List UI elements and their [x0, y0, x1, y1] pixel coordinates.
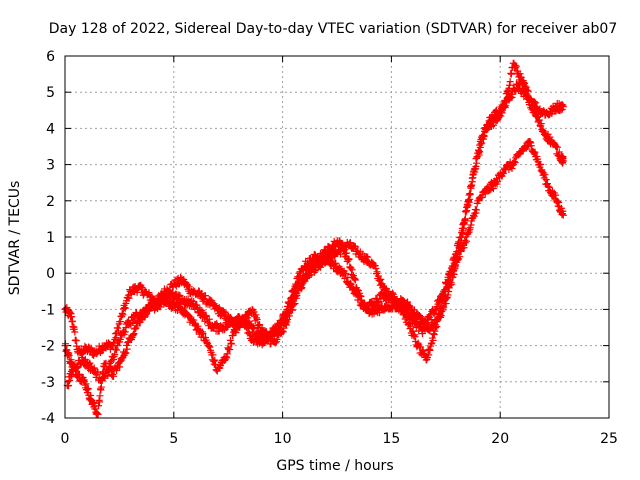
x-tick-label: 10 — [274, 431, 292, 447]
x-axis-label: GPS time / hours — [276, 458, 393, 474]
x-tick-label: 5 — [169, 431, 178, 447]
y-tick-label: -1 — [41, 302, 55, 318]
x-tick-label: 25 — [600, 431, 618, 447]
y-tick-label: 6 — [46, 49, 55, 65]
y-tick-label: 0 — [46, 266, 55, 282]
y-tick-label: 2 — [46, 194, 55, 210]
x-tick-label: 20 — [491, 431, 509, 447]
plot-frame — [64, 55, 610, 419]
y-tick-label: 3 — [46, 158, 55, 174]
y-tick-label: -2 — [41, 339, 55, 355]
y-tick-label: -3 — [41, 375, 55, 391]
x-tick-label: 0 — [61, 431, 70, 447]
y-tick-label: -4 — [41, 411, 55, 427]
data-points — [63, 80, 567, 390]
y-axis-label: SDTVAR / TECUs — [7, 181, 23, 296]
y-tick-label: 5 — [46, 85, 55, 101]
tick-layer: 0 5 10 15 20 25 -4 -3 -2 -1 0 1 2 3 4 5 6 — [41, 49, 618, 447]
y-tick-label: 4 — [46, 121, 55, 137]
x-tick-label: 15 — [382, 431, 400, 447]
y-tick-label: 1 — [46, 230, 55, 246]
chart-title: Day 128 of 2022, Sidereal Day-to-day VTE… — [49, 21, 618, 37]
series-track-c — [63, 80, 567, 390]
